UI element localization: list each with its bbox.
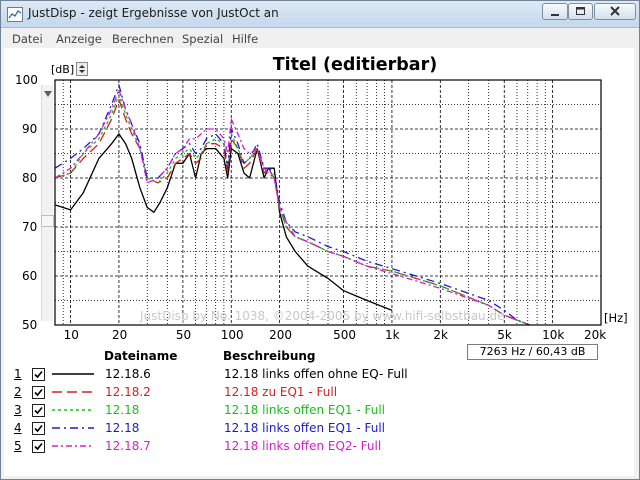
- x-tick-label: 10: [63, 328, 79, 342]
- checkmark-icon: [34, 388, 43, 397]
- x-tick-label: 200: [269, 328, 293, 342]
- legend-line-sample: [52, 427, 94, 429]
- plot-frame: [54, 79, 602, 326]
- legend-row-description[interactable]: 12.18 links offen ohne EQ- Full: [224, 367, 408, 381]
- legend-row: 1 12.18.6 12.18 links offen ohne EQ- Full: [0, 367, 640, 385]
- menu-spezial[interactable]: Spezial: [182, 32, 224, 46]
- close-button[interactable]: [594, 3, 636, 20]
- legend-row-description[interactable]: 12.18 zu EQ1 - Full: [224, 385, 338, 399]
- cursor-readout: 7263 Hz / 60,43 dB: [467, 344, 598, 360]
- x-tick-label: 100: [220, 328, 244, 342]
- title-bar[interactable]: JustDisp - zeigt Ergebnisse von JustOct …: [1, 1, 639, 28]
- y-tick-label: 70: [22, 220, 38, 234]
- app-icon: [7, 7, 23, 22]
- legend-row-number[interactable]: 5: [14, 439, 22, 453]
- series-line-1: [54, 133, 393, 311]
- legend-row-number[interactable]: 3: [14, 403, 22, 417]
- y-axis-unit: [dB]: [51, 63, 75, 76]
- y-tick-label: 100: [15, 73, 38, 87]
- legend-row-checkbox[interactable]: [32, 368, 45, 381]
- chart-grid: [55, 80, 601, 325]
- level-slider-thumb[interactable]: [41, 215, 54, 227]
- legend-line-sample: [52, 409, 94, 411]
- x-tick-label: 500: [333, 328, 356, 342]
- legend-row-filename[interactable]: 12.18.2: [105, 385, 151, 399]
- x-tick-label: 50: [175, 328, 192, 342]
- legend-row: 4 12.18 12.18 links offen EQ1 - Full: [0, 421, 640, 439]
- y-tick-label: 60: [22, 269, 38, 283]
- legend-row-checkbox[interactable]: [32, 386, 45, 399]
- legend-row: 2 12.18.2 12.18 zu EQ1 - Full: [0, 385, 640, 403]
- checkmark-icon: [34, 424, 43, 433]
- chart-title[interactable]: Titel (editierbar): [272, 55, 438, 75]
- legend-row-description[interactable]: 12.18 links offen EQ2- Full: [224, 439, 382, 453]
- checkmark-icon: [34, 370, 43, 379]
- legend-line-sample: [52, 373, 94, 375]
- chart-series: [54, 84, 530, 326]
- menu-berechnen[interactable]: Berechnen: [112, 32, 174, 46]
- legend-header-name: Dateiname: [104, 349, 178, 363]
- legend-line-sample: [52, 391, 94, 393]
- legend-row-filename[interactable]: 12.18: [105, 421, 140, 435]
- series-line-5: [54, 89, 530, 326]
- x-tick-label: 20: [111, 328, 128, 342]
- menu-datei[interactable]: Datei: [12, 32, 43, 46]
- x-tick-label: 20k: [584, 328, 607, 342]
- menu-anzeige[interactable]: Anzeige: [56, 32, 102, 46]
- legend-row-description[interactable]: 12.18 links offen EQ1 - Full: [224, 421, 386, 435]
- legend-row-filename[interactable]: 12.18.6: [105, 367, 151, 381]
- legend-row: 5 12.18.7 12.18 links offen EQ2- Full: [0, 439, 640, 457]
- checkmark-icon: [34, 442, 43, 451]
- x-axis-unit: [Hz]: [604, 311, 628, 325]
- watermark-text: JustDisp by No. 1038, ©2004-2005 by www.…: [140, 309, 505, 323]
- window-title: JustDisp - zeigt Ergebnisse von JustOct …: [28, 6, 279, 20]
- legend-row-number[interactable]: 4: [14, 421, 22, 435]
- close-icon: [610, 6, 620, 16]
- minimize-button[interactable]: [542, 3, 568, 20]
- y-tick-label: 50: [22, 318, 38, 332]
- series-line-2: [54, 98, 530, 326]
- legend-row: 3 12.18 12.18 links offen EQ1 - Full: [0, 403, 640, 421]
- legend-row-checkbox[interactable]: [32, 422, 45, 435]
- legend-row-checkbox[interactable]: [32, 404, 45, 417]
- legend-row-filename[interactable]: 12.18.7: [105, 439, 151, 453]
- x-tick-label: 10k: [542, 328, 565, 342]
- x-tick-label: 1k: [384, 328, 400, 342]
- legend-line-sample: [52, 445, 94, 447]
- legend-header-desc: Beschreibung: [223, 349, 316, 363]
- legend-row-number[interactable]: 2: [14, 385, 22, 399]
- legend-row-number[interactable]: 1: [14, 367, 22, 381]
- spin-arrows-icon: [79, 65, 85, 73]
- level-slider[interactable]: [41, 85, 54, 321]
- menu-hilfe[interactable]: Hilfe: [232, 32, 259, 46]
- legend-row-description[interactable]: 12.18 links offen EQ1 - Full: [224, 403, 386, 417]
- minimize-icon: [551, 14, 559, 16]
- legend-row-checkbox[interactable]: [32, 440, 45, 453]
- db-scale-spinner[interactable]: [76, 62, 88, 76]
- client-area: [4, 48, 634, 476]
- checkmark-icon: [34, 406, 43, 415]
- maximize-icon: [576, 7, 585, 15]
- maximize-button[interactable]: [568, 3, 593, 20]
- y-tick-label: 80: [22, 171, 38, 185]
- legend-row-filename[interactable]: 12.18: [105, 403, 140, 417]
- x-tick-label: 2k: [433, 328, 448, 342]
- menu-bar: Datei Anzeige Berechnen Spezial Hilfe: [1, 28, 639, 49]
- y-tick-label: 90: [22, 122, 38, 136]
- slider-up-arrow-icon: [44, 91, 52, 97]
- x-tick-label: 5k: [497, 328, 512, 342]
